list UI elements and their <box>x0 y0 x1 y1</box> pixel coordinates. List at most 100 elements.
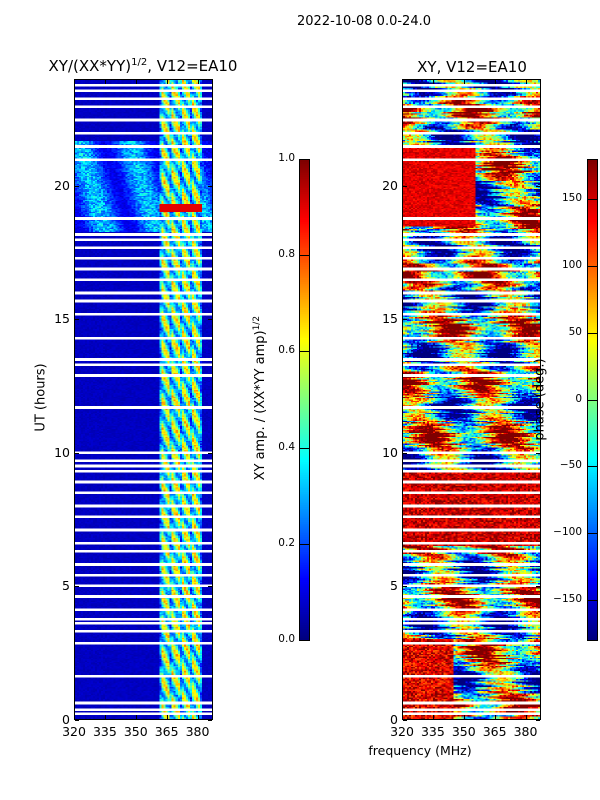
amp-y-tick <box>75 452 79 454</box>
amp-y-tick-label: 15 <box>54 311 70 327</box>
amp-colorbar-tick <box>300 351 309 353</box>
amp-colorbar-tick-label: 0.8 <box>278 248 295 261</box>
amp-colorbar-tick-label: 0.2 <box>278 536 295 549</box>
amp-colorbar-tick <box>300 255 309 257</box>
amp-colorbar-label: XY amp. / (XX*YY amp)1/2 <box>252 308 268 488</box>
phase-colorbar-tick <box>588 533 597 535</box>
y-axis-label: UT (hours) <box>33 363 49 432</box>
phase-colorbar-tick-label: −100 <box>553 526 582 539</box>
amp-heatmap <box>75 80 212 719</box>
phase-colorbar-tick-label: 50 <box>568 325 582 338</box>
amp-x-tick <box>197 715 199 719</box>
phase-colorbar-tick <box>588 332 597 334</box>
phase-colorbar-tick <box>588 199 597 201</box>
amp-x-tick <box>74 715 75 719</box>
phase-x-tick-label: 350 <box>451 724 476 739</box>
phase-x-tick-label: 320 <box>390 724 414 739</box>
phase-x-tick-top <box>402 80 403 84</box>
amp-colorbar-tick-label: 1.0 <box>278 152 295 164</box>
amp-y-tick <box>75 319 79 321</box>
phase-colorbar-tick <box>588 466 597 468</box>
phase-x-tick-label: 380 <box>513 724 538 739</box>
phase-plot-title: XY, V12=EA10 <box>417 58 527 76</box>
phase-y-tick-label: 5 <box>390 578 398 594</box>
phase-x-tick <box>525 715 527 719</box>
amp-title-rest: , V12=EA10 <box>147 57 238 75</box>
phase-y-tick <box>403 720 407 721</box>
amp-colorbar-tick <box>300 543 309 545</box>
amp-y-tick-right <box>208 720 212 721</box>
x-axis-label: frequency (MHz) <box>368 743 472 758</box>
amp-colorbar-gradient <box>300 160 309 640</box>
phase-y-tick-right <box>536 586 540 588</box>
amp-title-main: XY/(XX*YY) <box>48 57 132 75</box>
phase-colorbar-tick <box>588 399 597 401</box>
amp-colorbar <box>299 159 310 641</box>
amp-y-tick-right <box>208 452 212 454</box>
amp-x-tick-label: 320 <box>62 724 86 739</box>
phase-colorbar-tick-label: −50 <box>559 459 582 472</box>
amp-x-tick-top <box>74 80 75 84</box>
phase-colorbar-tick <box>588 265 597 267</box>
amp-x-tick <box>104 715 106 719</box>
phase-x-tick <box>402 715 403 719</box>
amp-x-tick-label: 335 <box>92 724 117 739</box>
amp-x-tick-label: 380 <box>185 724 210 739</box>
amp-plot-title: XY/(XX*YY)1/2, V12=EA10 <box>30 57 256 75</box>
phase-y-tick-label: 10 <box>382 444 398 460</box>
phase-y-tick <box>403 586 407 588</box>
amp-title-sup: 1/2 <box>131 57 148 68</box>
amp-x-tick-top <box>166 80 168 84</box>
phase-y-tick-right <box>536 452 540 454</box>
amp-colorbar-tick <box>300 447 309 449</box>
phase-y-tick-label: 15 <box>382 311 398 327</box>
phase-x-tick-top <box>432 80 434 84</box>
phase-x-tick <box>494 715 496 719</box>
amp-colorbar-tick-label: 0.4 <box>278 440 295 453</box>
amp-y-tick-right <box>208 586 212 588</box>
phase-x-tick <box>432 715 434 719</box>
amp-x-tick-label: 365 <box>154 724 179 739</box>
phase-colorbar-tick-label: −150 <box>553 592 582 605</box>
amp-y-tick <box>75 720 79 721</box>
amp-y-tick-right <box>208 319 212 321</box>
amp-x-tick-top <box>104 80 106 84</box>
amp-y-tick-label: 20 <box>54 177 70 193</box>
phase-heatmap <box>403 80 540 719</box>
phase-y-tick-label: 0 <box>390 712 398 727</box>
phase-y-tick-right <box>536 185 540 187</box>
phase-y-tick-right <box>536 319 540 321</box>
phase-y-tick <box>403 185 407 187</box>
amp-colorbar-tick-label: 0.0 <box>278 633 295 645</box>
phase-y-tick <box>403 452 407 454</box>
phase-colorbar-tick <box>588 599 597 601</box>
amp-y-tick-label: 10 <box>54 444 70 460</box>
phase-x-tick-top <box>494 80 496 84</box>
phase-x-tick-label: 335 <box>420 724 445 739</box>
amp-colorbar-tick-label: 0.6 <box>278 344 295 357</box>
phase-heatmap-axes <box>402 79 541 720</box>
phase-y-tick-right <box>536 720 540 721</box>
phase-y-tick <box>403 319 407 321</box>
amp-y-tick-label: 5 <box>62 578 70 594</box>
phase-colorbar-tick-label: 0 <box>575 392 582 405</box>
amp-x-tick-top <box>135 80 137 84</box>
amp-colorbar-tick <box>300 159 309 160</box>
figure-suptitle: 2022-10-08 0.0-24.0 <box>297 14 431 29</box>
phase-x-tick-label: 365 <box>482 724 507 739</box>
amp-x-tick-label: 350 <box>123 724 148 739</box>
amp-y-tick-label: 0 <box>62 712 70 727</box>
amp-heatmap-axes <box>74 79 213 720</box>
amp-y-tick-right <box>208 185 212 187</box>
amp-colorbar-tick <box>300 640 309 641</box>
amp-y-tick <box>75 586 79 588</box>
phase-colorbar-tick-label: 150 <box>561 192 582 205</box>
amp-x-tick-top <box>197 80 199 84</box>
amp-x-tick <box>135 715 137 719</box>
amp-x-tick <box>166 715 168 719</box>
phase-colorbar-tick-label: 100 <box>561 258 582 271</box>
phase-x-tick-top <box>463 80 465 84</box>
amp-y-tick <box>75 185 79 187</box>
amp-colorbar-label-sup: 1/2 <box>251 315 262 331</box>
phase-y-tick-label: 20 <box>382 177 398 193</box>
